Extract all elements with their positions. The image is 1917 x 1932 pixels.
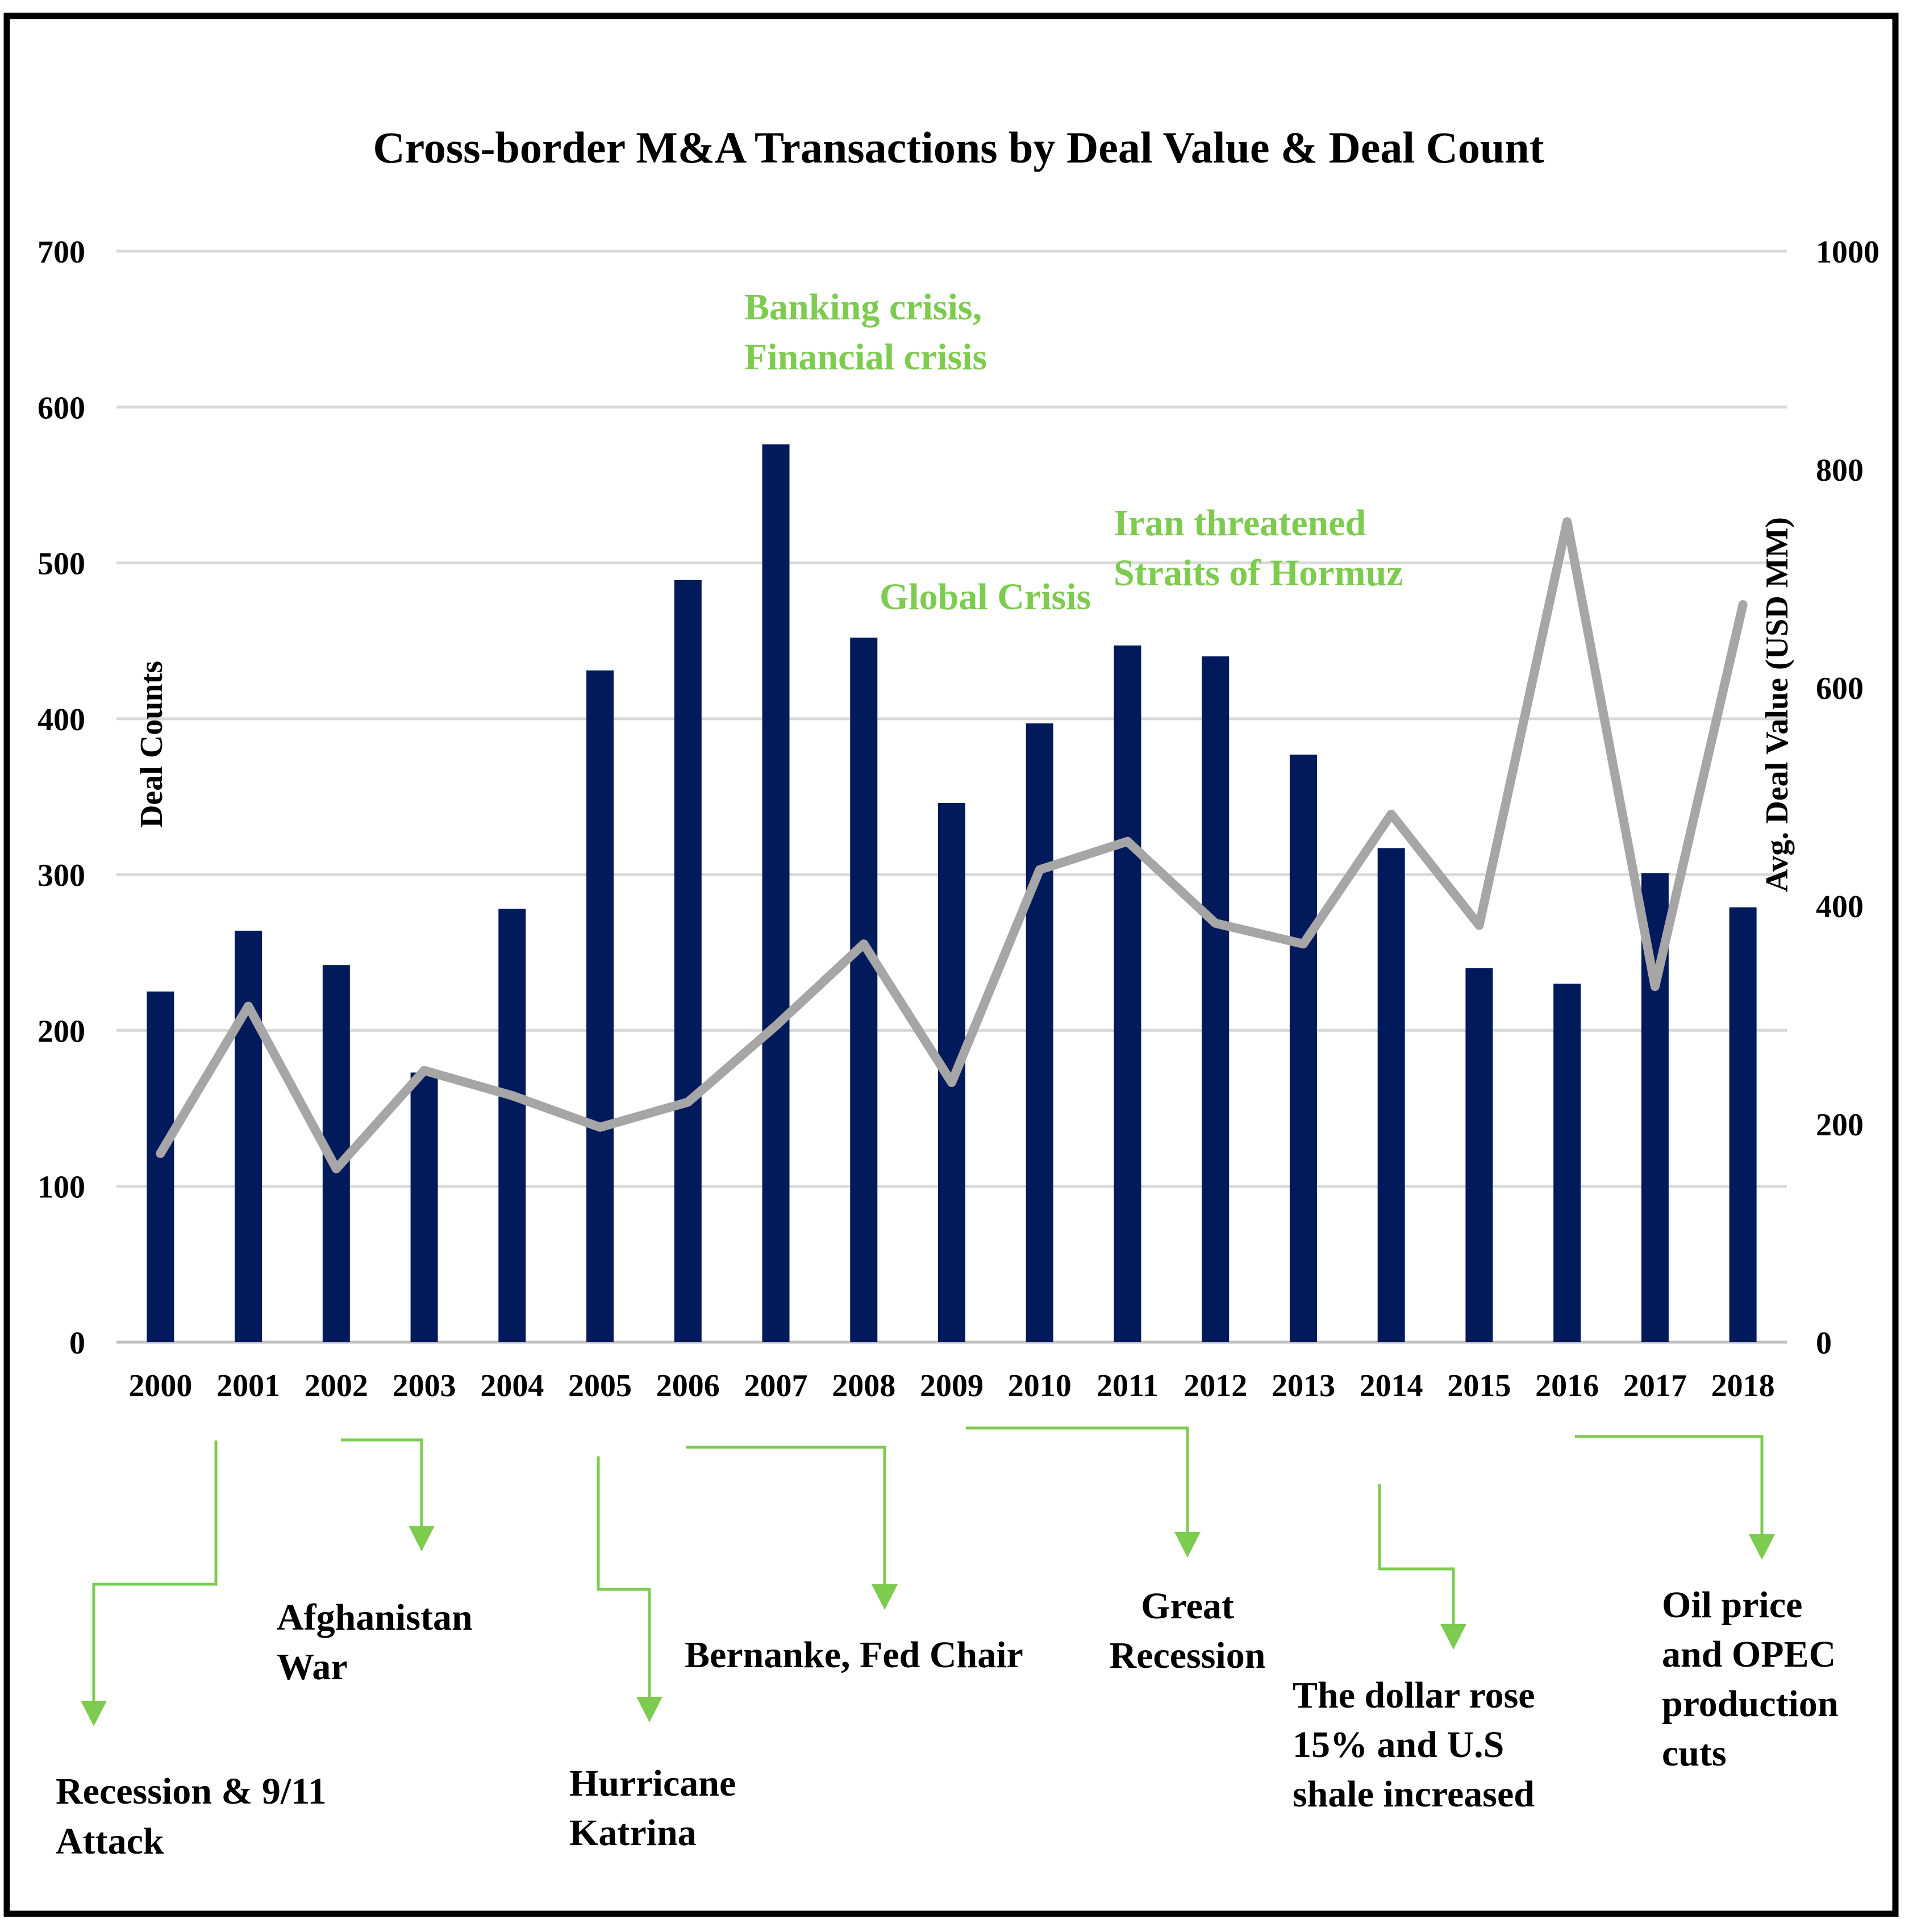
x-tick-2001: 2001	[216, 1368, 280, 1404]
annotation-great-line2: Recession	[1110, 1635, 1266, 1676]
x-tick-2003: 2003	[393, 1368, 456, 1404]
annotation-oil-line3: production	[1662, 1683, 1839, 1725]
annotation-great-line1: Great	[1141, 1585, 1234, 1627]
annotation-afghan-line2: War	[277, 1646, 348, 1688]
x-tick-2015: 2015	[1447, 1368, 1511, 1404]
x-tick-2008: 2008	[832, 1368, 895, 1404]
arrow-oil	[1575, 1435, 1775, 1560]
x-tick-2010: 2010	[1008, 1368, 1072, 1404]
annotation-recession-line1: Recession & 9/11	[56, 1771, 327, 1812]
annotation-afghan-line1: Afghanistan	[277, 1597, 473, 1638]
bar-2012	[1202, 656, 1230, 1342]
annotation-global-crisis: Global Crisis	[880, 576, 1091, 618]
bar-2005	[586, 670, 614, 1342]
annotation-oil-line1: Oil price	[1662, 1584, 1802, 1626]
bar-2006	[674, 580, 702, 1342]
x-tick-2018: 2018	[1711, 1368, 1775, 1404]
bar-2018	[1729, 907, 1757, 1342]
bar-2003	[410, 1072, 438, 1342]
bar-2010	[1026, 723, 1053, 1342]
x-tick-2005: 2005	[568, 1368, 632, 1404]
bar-2014	[1377, 848, 1405, 1342]
annotation-dollar-line3: shale increased	[1293, 1773, 1535, 1815]
bar-2007	[762, 444, 790, 1342]
annotation-dollar-line1: The dollar rose	[1293, 1675, 1535, 1716]
left-tick-label: 100	[37, 1170, 85, 1205]
x-tick-2007: 2007	[744, 1368, 808, 1404]
chart-title: Cross-border M&A Transactions by Deal Va…	[373, 123, 1544, 172]
left-tick-label: 500	[37, 547, 85, 582]
gridlines	[116, 249, 1787, 1344]
bar-2001	[235, 930, 262, 1342]
x-tick-2017: 2017	[1623, 1368, 1687, 1404]
left-axis-title: Deal Counts	[134, 661, 169, 828]
arrow-dollar	[1378, 1484, 1466, 1650]
bar-2008	[850, 638, 878, 1342]
right-tick-label: 1000	[1816, 235, 1880, 270]
x-tick-2000: 2000	[128, 1368, 192, 1404]
x-tick-2009: 2009	[920, 1368, 983, 1404]
arrow-great-recession	[966, 1426, 1201, 1558]
left-tick-label: 300	[37, 858, 85, 893]
left-tick-label: 600	[37, 390, 85, 426]
right-axis-ticks: 0 200 400 600 800 1000	[1816, 235, 1880, 1361]
bar-2013	[1289, 754, 1317, 1342]
right-axis-title: Avg. Deal Value (USD MM)	[1760, 517, 1795, 892]
right-tick-label: 400	[1816, 889, 1864, 925]
arrow-bernanke	[686, 1446, 898, 1610]
x-tick-2012: 2012	[1183, 1368, 1247, 1404]
left-tick-label: 0	[69, 1326, 85, 1361]
right-tick-label: 600	[1816, 671, 1864, 706]
x-tick-2006: 2006	[656, 1368, 720, 1404]
right-tick-label: 0	[1816, 1326, 1832, 1361]
annotation-oil-line2: and OPEC	[1662, 1634, 1836, 1675]
arrow-katrina	[597, 1456, 662, 1722]
x-axis-ticks: 2000 2001 2002 2003 2004 2005 2006 2007 2008 2009…	[128, 1368, 1774, 1404]
left-tick-label: 200	[37, 1014, 85, 1049]
event-connectors	[81, 1426, 1775, 1726]
annotation-banking-line1: Banking crisis,	[744, 286, 982, 328]
line-series	[156, 517, 1748, 1173]
annotation-katrina-line2: Katrina	[569, 1812, 697, 1854]
annotation-dollar-line2: 15% and U.S	[1293, 1724, 1504, 1766]
annotation-bernanke: Bernanke, Fed Chair	[685, 1634, 1023, 1676]
left-tick-label: 400	[37, 702, 85, 738]
arrow-afghanistan	[341, 1438, 435, 1551]
bar-2011	[1114, 645, 1141, 1342]
x-tick-2011: 2011	[1097, 1368, 1158, 1404]
right-tick-label: 800	[1816, 453, 1864, 488]
annotation-oil-line4: cuts	[1662, 1733, 1727, 1774]
x-tick-2016: 2016	[1535, 1368, 1599, 1404]
bar-2000	[147, 991, 174, 1342]
bar-2015	[1465, 968, 1493, 1342]
right-tick-label: 200	[1816, 1107, 1864, 1143]
x-tick-2014: 2014	[1360, 1368, 1423, 1404]
annotation-katrina-line1: Hurricane	[569, 1763, 736, 1804]
outer-border	[3, 13, 1899, 1917]
x-tick-2004: 2004	[480, 1368, 544, 1404]
left-axis-ticks: 0 100 200 300 400 500 600 700	[37, 235, 85, 1361]
annotation-banking-line2: Financial crisis	[744, 336, 987, 378]
bar-2004	[498, 909, 526, 1342]
x-tick-2002: 2002	[305, 1368, 368, 1404]
left-tick-label: 700	[37, 235, 85, 270]
annotation-iran-line1: Iran threatened	[1114, 502, 1366, 544]
x-tick-2013: 2013	[1272, 1368, 1335, 1404]
arrow-recession	[81, 1440, 218, 1726]
annotation-recession-line2: Attack	[56, 1821, 164, 1862]
annotation-iran-line2: Straits of Hormuz	[1114, 552, 1403, 594]
bar-2016	[1553, 984, 1581, 1342]
avg-deal-value-line	[156, 517, 1748, 1173]
